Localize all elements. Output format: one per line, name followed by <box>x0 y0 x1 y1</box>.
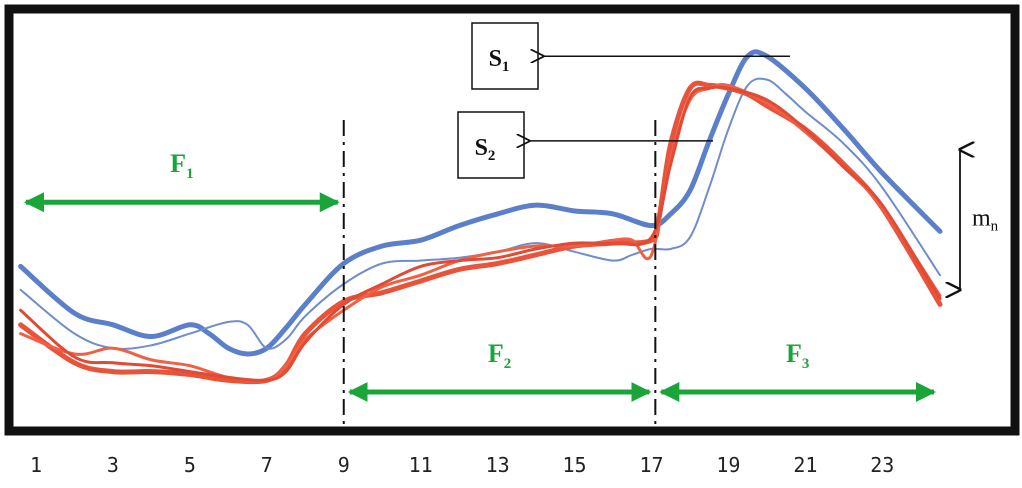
x-axis-ticks: 1 3 5 7 9 11 13 15 17 19 21 23 <box>30 453 894 477</box>
x-tick-label: 17 <box>639 453 663 477</box>
segment-label-3: F3 <box>786 339 809 372</box>
segment-label-1: F1 <box>170 149 193 182</box>
series-layer <box>18 49 943 385</box>
x-tick-label: 19 <box>716 453 740 477</box>
series-line-3 <box>18 80 943 385</box>
x-tick-label: 21 <box>793 453 817 477</box>
x-tick-label: 15 <box>563 453 587 477</box>
series-line-4 <box>19 83 942 383</box>
series-line-2 <box>19 77 941 350</box>
x-tick-label: 1 <box>30 453 42 477</box>
divider-layer <box>342 120 657 428</box>
series-line-5 <box>19 85 942 383</box>
x-tick-label: 7 <box>261 453 273 477</box>
x-tick-label: 11 <box>409 453 433 477</box>
segment-label-2: F2 <box>488 339 511 372</box>
x-tick-label: 3 <box>107 453 119 477</box>
x-tick-label: 5 <box>184 453 196 477</box>
callout-box-1 <box>471 22 539 90</box>
series-line-1 <box>18 49 943 357</box>
x-tick-label: 13 <box>486 453 510 477</box>
plot-frame <box>4 4 1020 436</box>
x-tick-label: 9 <box>338 453 350 477</box>
magnitude-label: mn <box>972 206 999 235</box>
callout-box-2 <box>457 111 525 179</box>
x-tick-label: 23 <box>870 453 894 477</box>
